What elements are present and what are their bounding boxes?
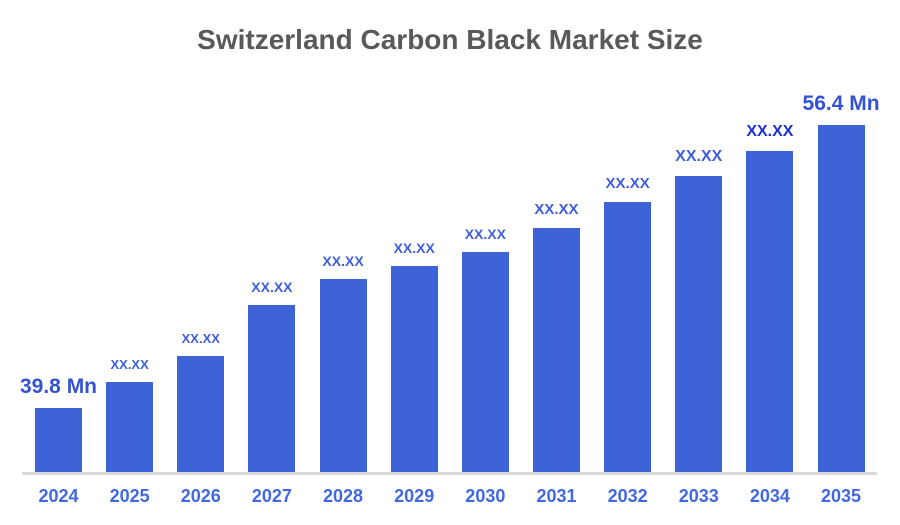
bar-value-label-2034: XX.XX: [746, 123, 794, 141]
x-axis-label-2035: 2035: [821, 486, 862, 506]
bar-2032: [604, 202, 652, 472]
bar-2026: [177, 356, 225, 472]
bar-2033: [675, 176, 723, 472]
chart-title: Switzerland Carbon Black Market Size: [197, 24, 703, 55]
bar-2029: [390, 266, 438, 472]
bar-value-label-2029: XX.XX: [393, 239, 435, 256]
bar-value-label-2032: XX.XX: [605, 174, 650, 192]
x-axis-label-2024: 2024: [38, 486, 79, 506]
x-axis-label-2029: 2029: [394, 486, 435, 506]
bar-2025: [106, 382, 154, 472]
bar-2031: [532, 228, 580, 472]
bar-2024: [35, 408, 82, 472]
x-axis-label-2030: 2030: [465, 486, 506, 506]
x-axis-label-2032: 2032: [607, 486, 648, 506]
bar-value-label-2033: XX.XX: [675, 148, 723, 166]
x-axis-label-2034: 2034: [749, 486, 790, 506]
bar-value-label-2027: XX.XX: [251, 278, 293, 295]
x-axis-label-2027: 2027: [251, 486, 292, 506]
bar-2028: [319, 279, 367, 472]
bar-value-label-2035: 56.4 Mn: [802, 91, 880, 115]
bar-value-label-2025: XX.XX: [110, 356, 149, 372]
x-axis-label-2028: 2028: [323, 486, 364, 506]
bar-value-label-2031: XX.XX: [534, 200, 579, 218]
x-axis-label-2025: 2025: [109, 486, 150, 506]
bar-value-label-2028: XX.XX: [322, 252, 364, 269]
bar-2034: [746, 151, 794, 472]
bar-value-label-2030: XX.XX: [464, 225, 506, 242]
x-axis-line: [22, 472, 877, 475]
bar-2035: [817, 125, 865, 472]
x-axis-label-2031: 2031: [536, 486, 577, 506]
bar-value-label-2024: 39.8 Mn: [19, 374, 98, 398]
bar-2027: [248, 305, 296, 472]
x-axis-label-2033: 2033: [678, 486, 719, 506]
bar-2030: [461, 252, 509, 472]
x-axis-label-2026: 2026: [180, 486, 221, 506]
bar-value-label-2026: XX.XX: [181, 330, 220, 346]
